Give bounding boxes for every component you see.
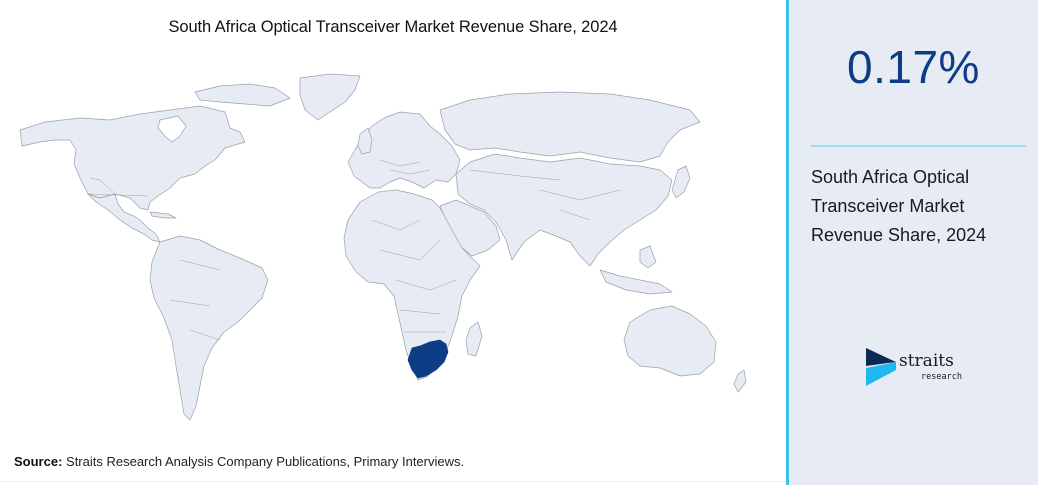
region-north-america	[19, 105, 246, 211]
source-label: Source:	[14, 454, 63, 469]
chart-title: South Africa Optical Transceiver Market …	[168, 18, 618, 36]
panel-divider	[811, 145, 1026, 147]
straits-research-logo[interactable]: straits research	[866, 348, 976, 388]
region-africa	[343, 189, 481, 381]
bottom-divider	[0, 481, 786, 482]
stat-panel: 0.17% South Africa Optical Transceiver M…	[786, 0, 1038, 485]
region-central-america	[87, 193, 161, 243]
region-australia	[623, 305, 717, 377]
region-greenland	[299, 73, 361, 121]
source-text: Straits Research Analysis Company Public…	[62, 454, 465, 469]
map-section: South Africa Optical Transceiver Market …	[0, 18, 786, 482]
region-russia	[439, 91, 701, 163]
logo-word: straits	[899, 351, 954, 371]
straits-chevron-icon	[866, 348, 896, 386]
region-south-america	[149, 235, 269, 421]
region-south-africa	[407, 339, 449, 379]
metric-value: 0.17%	[847, 41, 980, 93]
region-asia	[455, 153, 673, 267]
region-arctic-islands	[194, 83, 291, 107]
source-note: Source: Straits Research Analysis Compan…	[14, 454, 464, 469]
logo-subtext: research	[921, 372, 962, 382]
metric-description: South Africa Optical Transceiver Market …	[811, 167, 987, 245]
world-map	[19, 73, 747, 421]
